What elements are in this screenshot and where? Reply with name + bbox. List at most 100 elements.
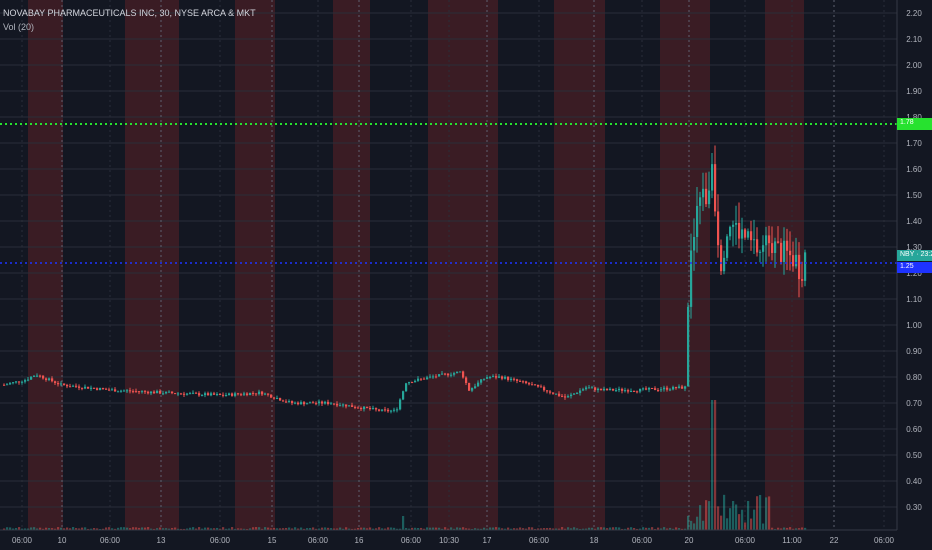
volume-bar	[138, 527, 141, 530]
volume-bar	[336, 528, 339, 530]
candle-body	[15, 381, 18, 383]
volume-bar	[651, 527, 654, 530]
candle-body	[258, 391, 261, 394]
volume-bar	[801, 527, 804, 530]
candle-body	[600, 388, 603, 391]
volume-bar	[39, 527, 42, 530]
volume-bar	[273, 527, 276, 530]
candle-body	[324, 401, 327, 404]
volume-bar	[174, 527, 177, 530]
volume-bar	[609, 527, 612, 530]
candle-body	[507, 376, 510, 380]
session-shade	[28, 0, 63, 530]
price-tick-label: 1.30	[906, 243, 922, 252]
candle-body	[309, 402, 312, 404]
volume-bar	[243, 528, 246, 530]
volume-indicator-label[interactable]: Vol (20)	[3, 22, 35, 32]
candle-body	[627, 390, 630, 392]
candle-body	[75, 385, 78, 387]
volume-bar	[642, 527, 645, 530]
volume-bar	[195, 528, 198, 530]
candle-body	[42, 375, 45, 379]
volume-bar	[504, 528, 507, 530]
candle-body	[147, 391, 150, 394]
volume-bar	[75, 528, 78, 530]
volume-bar	[3, 528, 6, 530]
price-scale[interactable]: 2.20 2.10 2.00 1.90 1.80 1.70 1.60 1.50 1.40 1.30…	[906, 9, 922, 512]
volume-bar	[96, 528, 99, 530]
candle-body	[333, 403, 336, 405]
candle-body	[156, 390, 159, 394]
candle-body	[567, 396, 570, 398]
candle-body	[39, 375, 42, 377]
candle-body	[48, 378, 51, 380]
candle-body	[564, 396, 567, 398]
volume-bar	[66, 527, 69, 530]
candle-body	[654, 388, 657, 390]
candle-body	[750, 231, 753, 241]
candle-body	[192, 392, 195, 394]
volume-bar	[630, 527, 633, 530]
candle-body	[477, 382, 480, 387]
volume-bar	[360, 527, 363, 530]
volume-bar	[162, 528, 165, 530]
time-scale[interactable]: 06:00 10 06:00 13 06:00 15 06:00 16 06:00 10:30 17…	[12, 536, 895, 545]
candle-body	[273, 397, 276, 399]
candle-body	[777, 241, 780, 243]
candle-body	[6, 384, 9, 386]
candle-body	[540, 386, 543, 388]
candle-body	[186, 393, 189, 395]
volume-bar	[717, 506, 720, 530]
candle-body	[228, 393, 231, 396]
time-tick-label: 13	[157, 536, 166, 545]
volume-bar	[462, 527, 465, 530]
candle-body	[411, 382, 414, 384]
volume-bar	[519, 527, 522, 530]
volume-bar	[126, 527, 129, 530]
candle-body	[732, 224, 735, 227]
candle-body	[645, 388, 648, 390]
price-tick-label: 0.30	[906, 503, 922, 512]
candle-body	[246, 393, 249, 396]
volume-bar	[540, 528, 543, 530]
candle-body	[234, 393, 237, 396]
candle-body	[753, 239, 756, 241]
volume-bar	[756, 496, 759, 530]
price-tick-label: 2.20	[906, 9, 922, 18]
candle-body	[633, 390, 636, 392]
candle-body	[174, 393, 177, 395]
volume-bar	[93, 528, 96, 530]
volume-bar	[222, 527, 225, 530]
volume-bar	[495, 527, 498, 530]
candle-body	[369, 407, 372, 410]
candle-body	[528, 383, 531, 385]
candle-body	[771, 243, 774, 253]
volume-bar	[423, 528, 426, 530]
candle-body	[354, 406, 357, 408]
volume-bar	[351, 528, 354, 530]
volume-bar	[573, 527, 576, 530]
volume-bar	[645, 527, 648, 530]
candle-body	[648, 387, 651, 390]
candle-body	[78, 386, 81, 388]
candle-body	[336, 403, 339, 406]
session-shade	[235, 0, 275, 530]
volume-bar	[705, 500, 708, 530]
session-shade	[660, 0, 710, 530]
volume-bar	[285, 527, 288, 530]
candle-body	[375, 408, 378, 410]
volume-bar	[474, 528, 477, 530]
volume-bar	[87, 528, 90, 530]
candle-body	[387, 409, 390, 412]
candle-body	[621, 388, 624, 391]
volume-bars	[3, 400, 807, 530]
candle-body	[747, 231, 750, 238]
price-tick-label: 2.10	[906, 35, 922, 44]
volume-bar	[291, 528, 294, 530]
volume-bar	[546, 528, 549, 530]
volume-bar	[219, 528, 222, 530]
price-tick-label: 0.90	[906, 347, 922, 356]
volume-bar	[792, 528, 795, 530]
volume-bar	[771, 527, 774, 530]
